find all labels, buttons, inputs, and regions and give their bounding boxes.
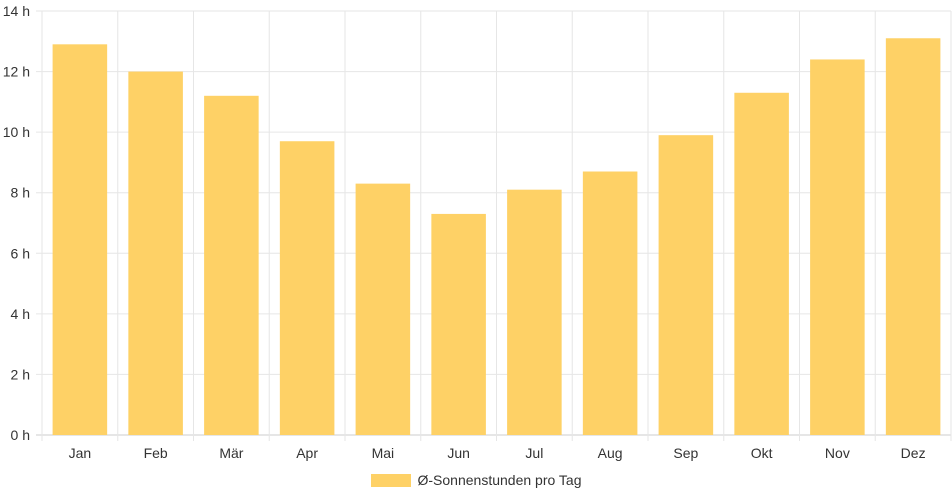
- x-tick-label: Aug: [598, 445, 623, 461]
- y-tick-label: 8 h: [11, 185, 30, 201]
- x-tick-label: Apr: [296, 445, 318, 461]
- x-tick-label: Dez: [901, 445, 926, 461]
- bar-Jun: [431, 213, 486, 435]
- x-tick-label: Okt: [751, 445, 773, 461]
- bar-Mai: [355, 183, 411, 435]
- x-tick-label: Jun: [447, 445, 470, 461]
- bar-Feb: [128, 71, 183, 436]
- bar-Sep: [658, 135, 714, 435]
- y-tick-label: 0 h: [11, 427, 30, 443]
- bar-Mär: [204, 95, 259, 436]
- y-tick-label: 14 h: [3, 3, 30, 19]
- legend-label: Ø-Sonnenstunden pro Tag: [417, 472, 582, 488]
- y-tick-label: 10 h: [3, 124, 30, 140]
- x-tick-label: Mai: [372, 445, 395, 461]
- bar-Apr: [279, 141, 335, 435]
- x-tick-label: Feb: [144, 445, 168, 461]
- y-tick-label: 12 h: [3, 64, 30, 80]
- bar-Jul: [507, 189, 562, 435]
- x-tick-label: Jul: [525, 445, 543, 461]
- legend-swatch: [370, 473, 411, 487]
- x-tick-label: Nov: [825, 445, 850, 461]
- bar-Nov: [810, 59, 865, 435]
- x-tick-label: Mär: [219, 445, 243, 461]
- x-tick-label: Sep: [673, 445, 698, 461]
- y-tick-label: 6 h: [11, 245, 30, 261]
- bar-Dez: [885, 38, 941, 435]
- x-tick-label: Jan: [69, 445, 92, 461]
- chart-plot: 0 h 2 h 4 h 6 h 8 h 10 h 12 h 14 h Jan Feb Mär Apr M…: [3, 3, 952, 461]
- bar-Aug: [582, 171, 638, 435]
- legend[interactable]: Ø-Sonnenstunden pro Tag: [0, 472, 952, 488]
- y-tick-label: 2 h: [11, 366, 30, 382]
- bar-Jan: [52, 44, 108, 436]
- y-tick-label: 4 h: [11, 306, 30, 322]
- bar-Okt: [734, 92, 789, 436]
